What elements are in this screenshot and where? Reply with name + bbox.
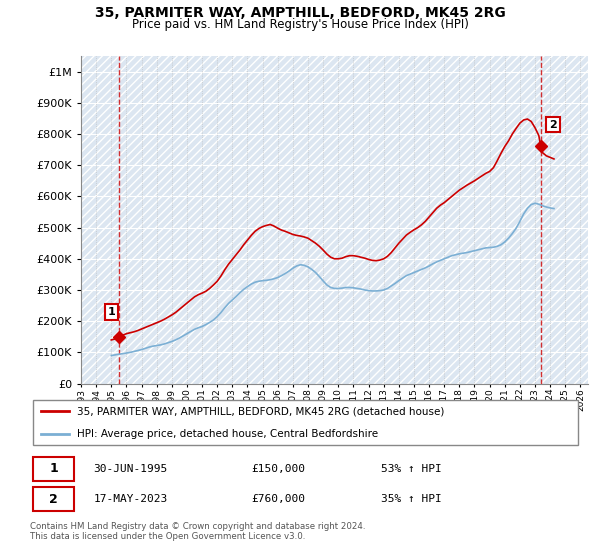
Text: £760,000: £760,000 — [251, 494, 305, 504]
Text: 35, PARMITER WAY, AMPTHILL, BEDFORD, MK45 2RG: 35, PARMITER WAY, AMPTHILL, BEDFORD, MK4… — [95, 6, 505, 20]
Text: 2: 2 — [49, 493, 58, 506]
Text: HPI: Average price, detached house, Central Bedfordshire: HPI: Average price, detached house, Cent… — [77, 430, 378, 440]
FancyBboxPatch shape — [33, 400, 578, 446]
Text: 35, PARMITER WAY, AMPTHILL, BEDFORD, MK45 2RG (detached house): 35, PARMITER WAY, AMPTHILL, BEDFORD, MK4… — [77, 406, 444, 416]
Text: 2: 2 — [549, 120, 557, 130]
Text: 1: 1 — [107, 307, 115, 317]
Text: Contains HM Land Registry data © Crown copyright and database right 2024.
This d: Contains HM Land Registry data © Crown c… — [30, 522, 365, 542]
Text: 35% ↑ HPI: 35% ↑ HPI — [380, 494, 441, 504]
FancyBboxPatch shape — [33, 456, 74, 481]
Text: Price paid vs. HM Land Registry's House Price Index (HPI): Price paid vs. HM Land Registry's House … — [131, 18, 469, 31]
Text: 30-JUN-1995: 30-JUN-1995 — [94, 464, 168, 474]
Text: 1: 1 — [49, 462, 58, 475]
FancyBboxPatch shape — [33, 487, 74, 511]
Text: 17-MAY-2023: 17-MAY-2023 — [94, 494, 168, 504]
Text: 53% ↑ HPI: 53% ↑ HPI — [380, 464, 441, 474]
Text: £150,000: £150,000 — [251, 464, 305, 474]
